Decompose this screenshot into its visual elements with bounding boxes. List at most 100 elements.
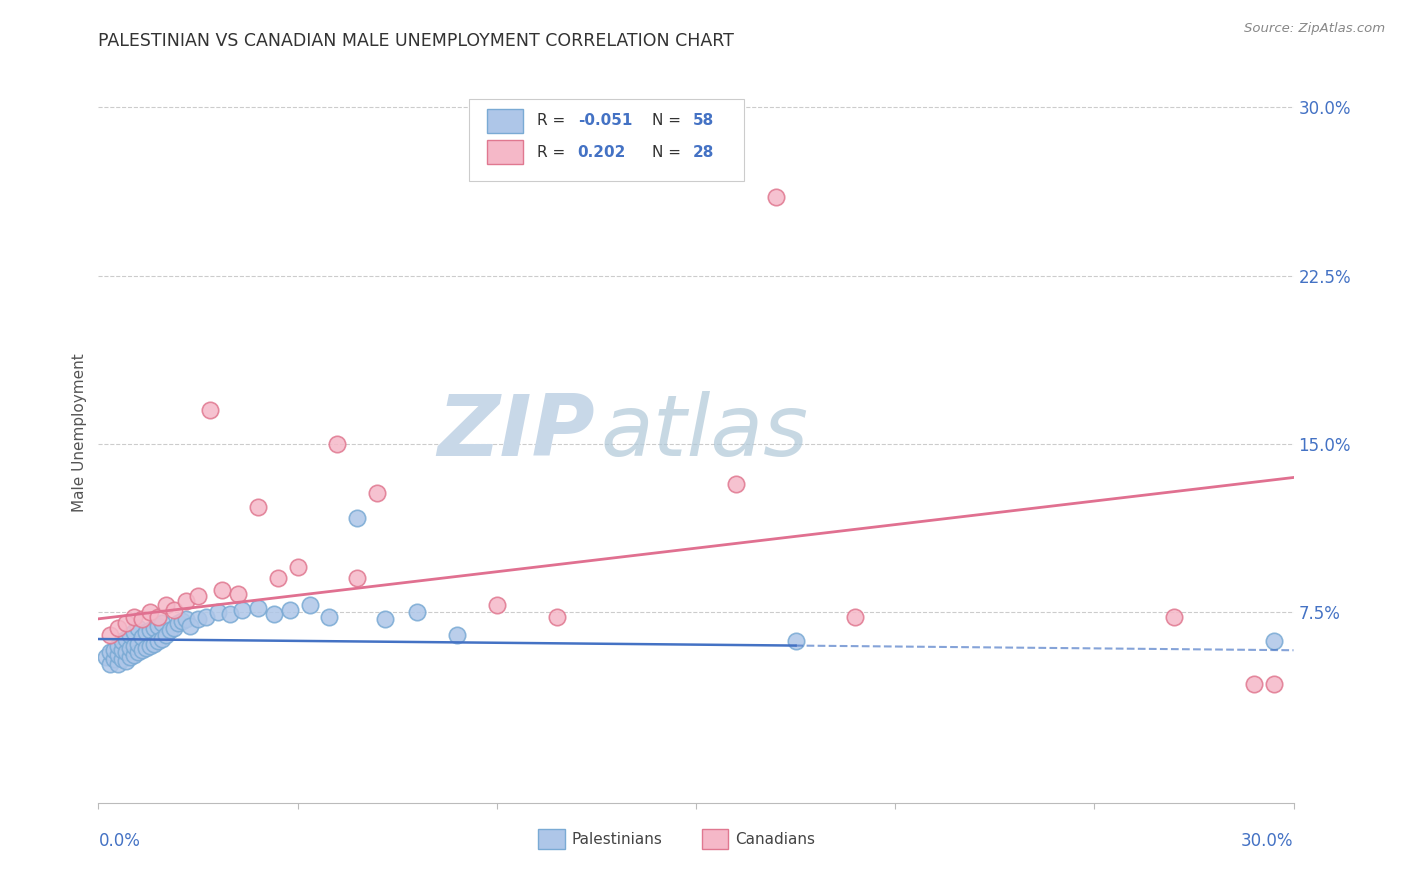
Point [318,609,340,624]
Point [150,616,173,631]
Text: 28: 28 [692,145,714,160]
Point [107,657,129,671]
Point [163,603,186,617]
Point [1163,609,1185,624]
Point [346,511,368,525]
Point [115,645,138,659]
Point [179,618,201,632]
Point [207,605,229,619]
Point [346,571,368,585]
Point [111,634,134,648]
Text: 0.0%: 0.0% [98,832,141,850]
Point [211,582,233,597]
Point [111,652,134,666]
Point [1243,677,1265,691]
Point [139,605,162,619]
Point [127,636,149,650]
Point [174,612,197,626]
Text: Palestinians: Palestinians [572,831,662,847]
FancyBboxPatch shape [486,109,523,133]
Point [231,603,253,617]
Point [172,614,194,628]
FancyBboxPatch shape [470,99,744,181]
Point [366,486,388,500]
Point [1263,634,1285,648]
Y-axis label: Male Unemployment: Male Unemployment [72,353,87,512]
Text: 58: 58 [692,113,714,128]
Text: R =: R = [537,113,571,128]
Text: Canadians: Canadians [735,831,815,847]
Point [131,630,153,644]
Point [131,643,153,657]
Point [131,612,153,626]
Point [115,655,138,669]
Point [139,639,162,653]
Point [267,571,290,585]
Point [298,599,321,613]
Point [155,627,177,641]
Point [135,625,157,640]
Point [219,607,242,622]
Point [174,594,197,608]
Point [246,600,269,615]
Point [96,650,118,665]
Point [148,609,170,624]
Point [159,623,181,637]
Point [127,645,149,659]
Point [844,609,866,624]
Point [226,587,249,601]
Point [765,190,787,204]
Point [1263,677,1285,691]
Point [115,632,138,646]
Point [124,639,146,653]
FancyBboxPatch shape [702,829,728,849]
Text: PALESTINIAN VS CANADIAN MALE UNEMPLOYMENT CORRELATION CHART: PALESTINIAN VS CANADIAN MALE UNEMPLOYMEN… [98,32,734,50]
Text: Source: ZipAtlas.com: Source: ZipAtlas.com [1244,22,1385,36]
Text: -0.051: -0.051 [578,113,633,128]
Point [785,634,807,648]
Point [98,645,122,659]
Point [143,636,166,650]
Point [120,640,142,655]
Point [143,621,166,635]
Text: ZIP: ZIP [437,391,595,475]
Point [167,616,190,631]
FancyBboxPatch shape [486,140,523,164]
Text: atlas: atlas [600,391,808,475]
Point [187,612,209,626]
Point [724,477,747,491]
Point [155,599,177,613]
Point [485,599,508,613]
Point [446,627,468,641]
Point [135,640,157,655]
Point [115,616,138,631]
Point [107,621,129,635]
Point [139,623,162,637]
Point [127,621,149,635]
Point [148,634,170,648]
Point [326,437,349,451]
Point [98,627,122,641]
Point [124,625,146,640]
Point [246,500,269,514]
Point [124,609,146,624]
Text: N =: N = [652,145,686,160]
Point [287,560,309,574]
Text: R =: R = [537,145,575,160]
Point [263,607,285,622]
Point [103,652,125,666]
Point [150,632,173,646]
Point [163,621,186,635]
Point [120,627,142,641]
Point [98,657,122,671]
Point [148,618,170,632]
Point [406,605,429,619]
Point [103,643,125,657]
Point [374,612,396,626]
Point [107,639,129,653]
Point [198,403,221,417]
Point [111,643,134,657]
Text: N =: N = [652,113,686,128]
Point [187,590,209,604]
Point [120,650,142,665]
